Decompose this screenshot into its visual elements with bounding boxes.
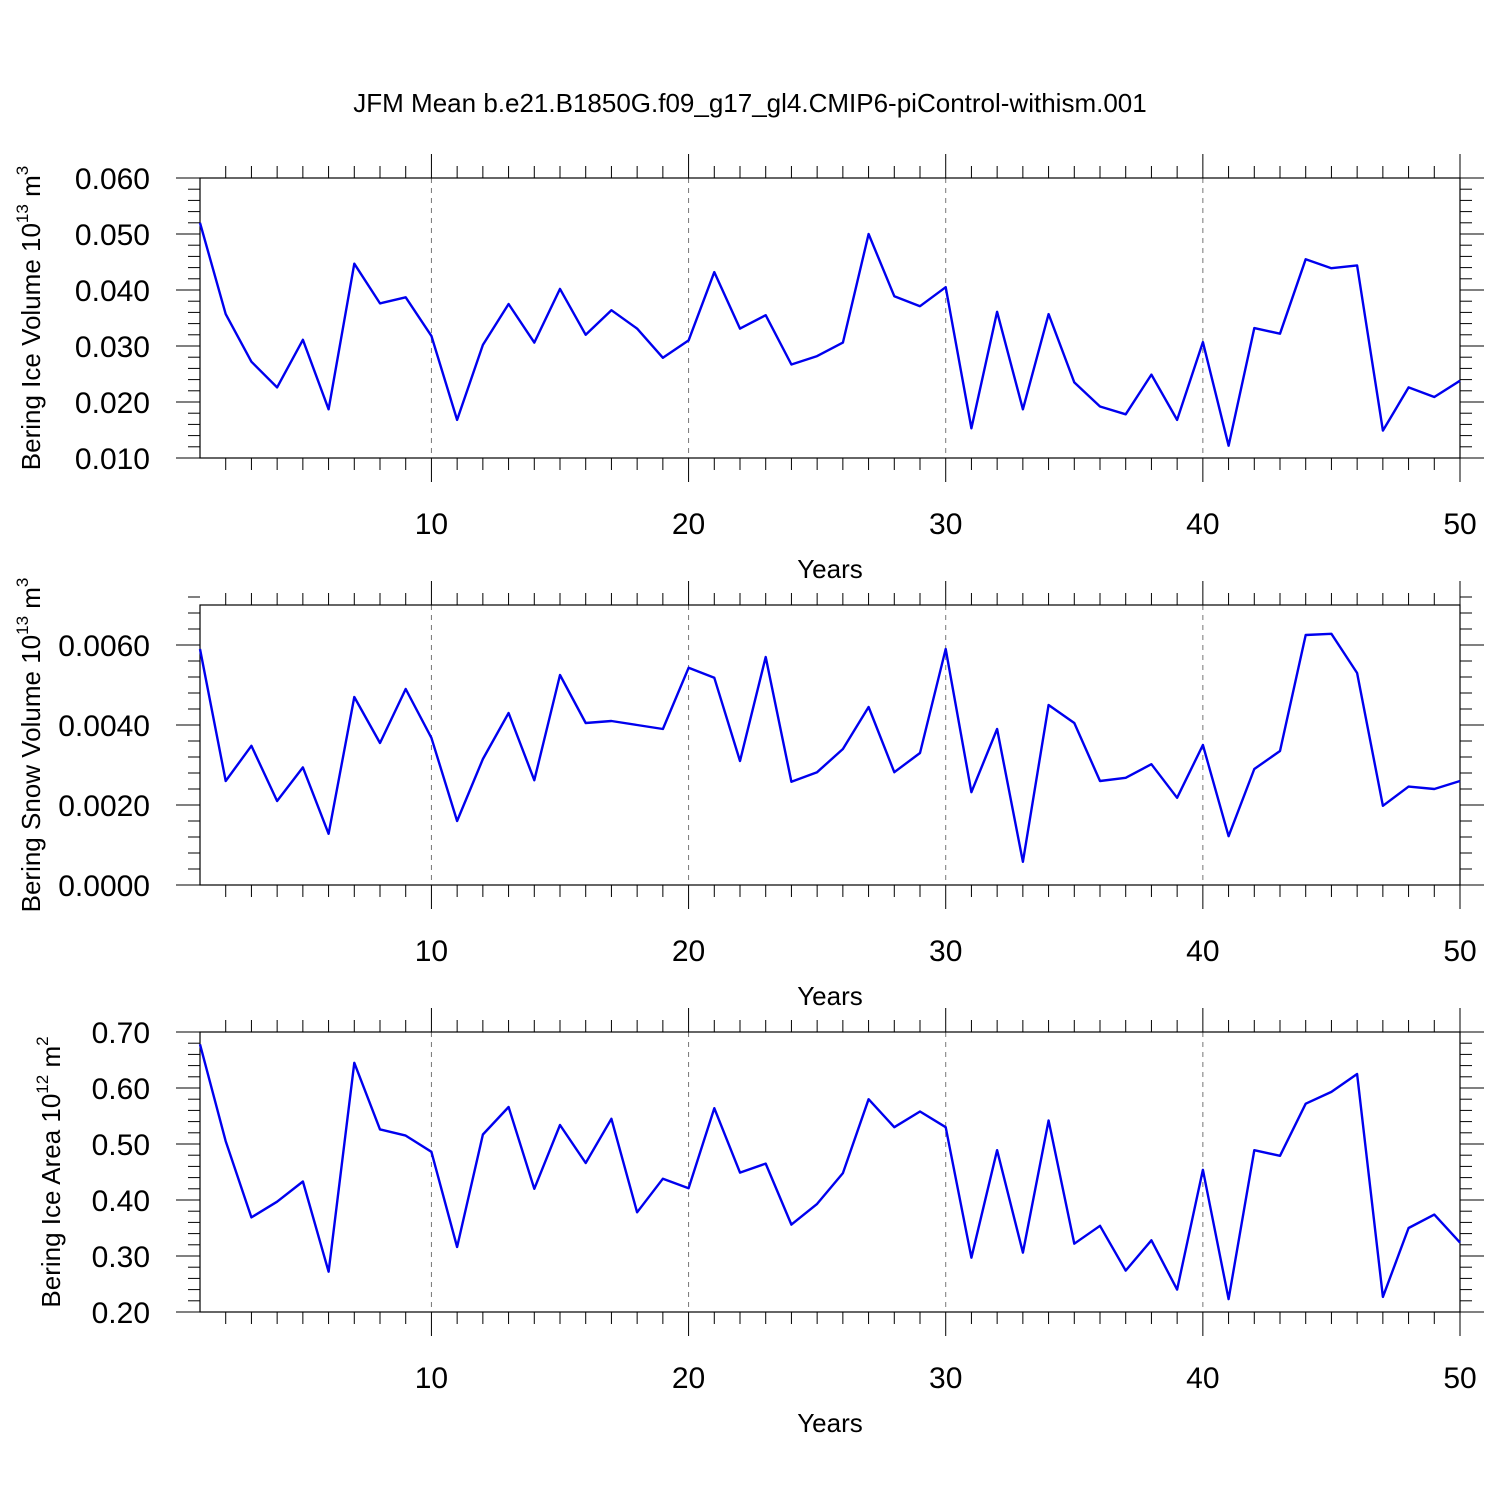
series-line [198,222,1461,447]
x-tick-label: 50 [1443,508,1476,541]
x-tick-label: 10 [415,935,448,968]
y-tick-label: 0.70 [92,1017,150,1050]
y-tick-label: 0.40 [92,1185,150,1218]
y-tick-label: 0.0040 [58,710,150,743]
x-tick-label: 30 [929,935,962,968]
chart-title: JFM Mean b.e21.B1850G.f09_g17_gl4.CMIP6-… [353,88,1146,118]
x-axis-title: Years [797,1408,863,1438]
x-tick-label: 30 [929,1362,962,1395]
y-tick-label: 0.030 [75,331,150,364]
panel-2: 10 20 30 40 50 0.0000 0.0020 0.0040 0.0060 Years B… [13,578,1484,1011]
plot-frame [199,604,1461,886]
y-tick-label: 0.040 [75,275,150,308]
x-tick-label: 10 [415,1362,448,1395]
y-tick-label: 0.0000 [58,870,150,903]
y-tick-label: 0.0020 [58,790,150,823]
panel-3: 10 20 30 40 50 0.20 0.30 0.40 0.50 0.60 0.70 Years B… [33,1008,1484,1438]
y-axis-title: Bering Snow Volume 1013 m3 [13,578,46,913]
plot-frame [199,177,1461,459]
y-tick-label: 0.30 [92,1241,150,1274]
x-tick-label: 30 [929,508,962,541]
series-line [198,1043,1461,1301]
x-tick-label: 40 [1186,508,1219,541]
x-tick-label: 50 [1443,935,1476,968]
y-tick-label: 0.050 [75,219,150,252]
plot-frame [199,1031,1461,1313]
y-tick-label: 0.010 [75,443,150,476]
series-line [198,632,1461,863]
x-tick-label: 10 [415,508,448,541]
x-tick-label: 40 [1186,1362,1219,1395]
chart-panels: 10 20 30 40 50 0.010 0.020 0.030 0.040 0.050 0.060… [13,154,1484,1438]
x-tick-label: 20 [672,935,705,968]
y-tick-label: 0.060 [75,163,150,196]
x-tick-label: 40 [1186,935,1219,968]
y-tick-label: 0.60 [92,1073,150,1106]
panel-1: 10 20 30 40 50 0.010 0.020 0.030 0.040 0.050 0.060… [13,154,1484,584]
x-axis-title: Years [797,554,863,584]
y-tick-label: 0.50 [92,1129,150,1162]
y-tick-label: 0.20 [92,1297,150,1330]
y-axis-title: Bering Ice Area 1012 m2 [33,1036,66,1307]
x-tick-label: 50 [1443,1362,1476,1395]
y-axis-title: Bering Ice Volume 1013 m3 [13,166,46,470]
y-tick-label: 0.0060 [58,630,150,663]
x-axis-title: Years [797,981,863,1011]
x-tick-label: 20 [672,1362,705,1395]
y-tick-label: 0.020 [75,387,150,420]
x-tick-label: 20 [672,508,705,541]
